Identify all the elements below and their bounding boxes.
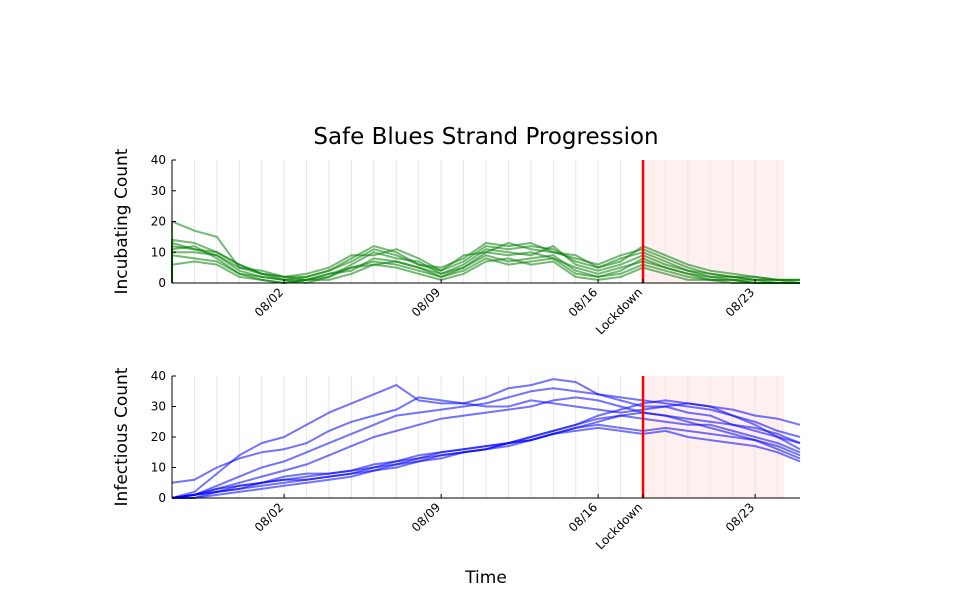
series-line-8 <box>171 257 800 284</box>
y-tick-label: 0 <box>158 491 166 505</box>
y-tick-label: 40 <box>151 153 166 167</box>
series-line-4 <box>171 396 801 499</box>
y-axis-label: Incubating Count <box>112 148 132 294</box>
x-tick-label: Lockdown <box>593 285 645 337</box>
y-axis-label: Infectious Count <box>112 367 132 506</box>
series-line-7 <box>171 242 800 283</box>
x-axis-label: Time <box>464 568 507 588</box>
y-tick-label: 10 <box>151 245 166 259</box>
y-tick-label: 0 <box>158 276 166 290</box>
x-tick-label: 08/09 <box>409 500 443 534</box>
series-line-5 <box>171 242 800 283</box>
chart-title: Safe Blues Strand Progression <box>313 124 658 150</box>
x-tick-label: 08/23 <box>723 500 757 534</box>
x-tick-label: 08/16 <box>566 500 600 534</box>
series-line-6 <box>171 254 800 284</box>
y-tick-label: 10 <box>151 461 166 475</box>
y-tick-label: 30 <box>151 400 166 414</box>
series-line-7 <box>172 423 801 499</box>
x-tick-label: 08/23 <box>723 285 757 319</box>
series-line-1 <box>171 378 801 484</box>
y-tick-label: 20 <box>151 215 166 229</box>
series-line-3 <box>171 387 801 499</box>
x-tick-label: Lockdown <box>593 500 645 552</box>
x-tick-label: 08/16 <box>566 285 600 319</box>
y-tick-label: 30 <box>151 184 166 198</box>
lockdown-region <box>643 376 784 498</box>
x-tick-label: 08/02 <box>252 285 286 319</box>
y-tick-label: 40 <box>151 369 166 383</box>
x-tick-label: 08/02 <box>252 500 286 534</box>
x-tick-label: 08/09 <box>409 285 443 319</box>
y-tick-label: 20 <box>151 430 166 444</box>
series-line-9 <box>172 426 801 499</box>
